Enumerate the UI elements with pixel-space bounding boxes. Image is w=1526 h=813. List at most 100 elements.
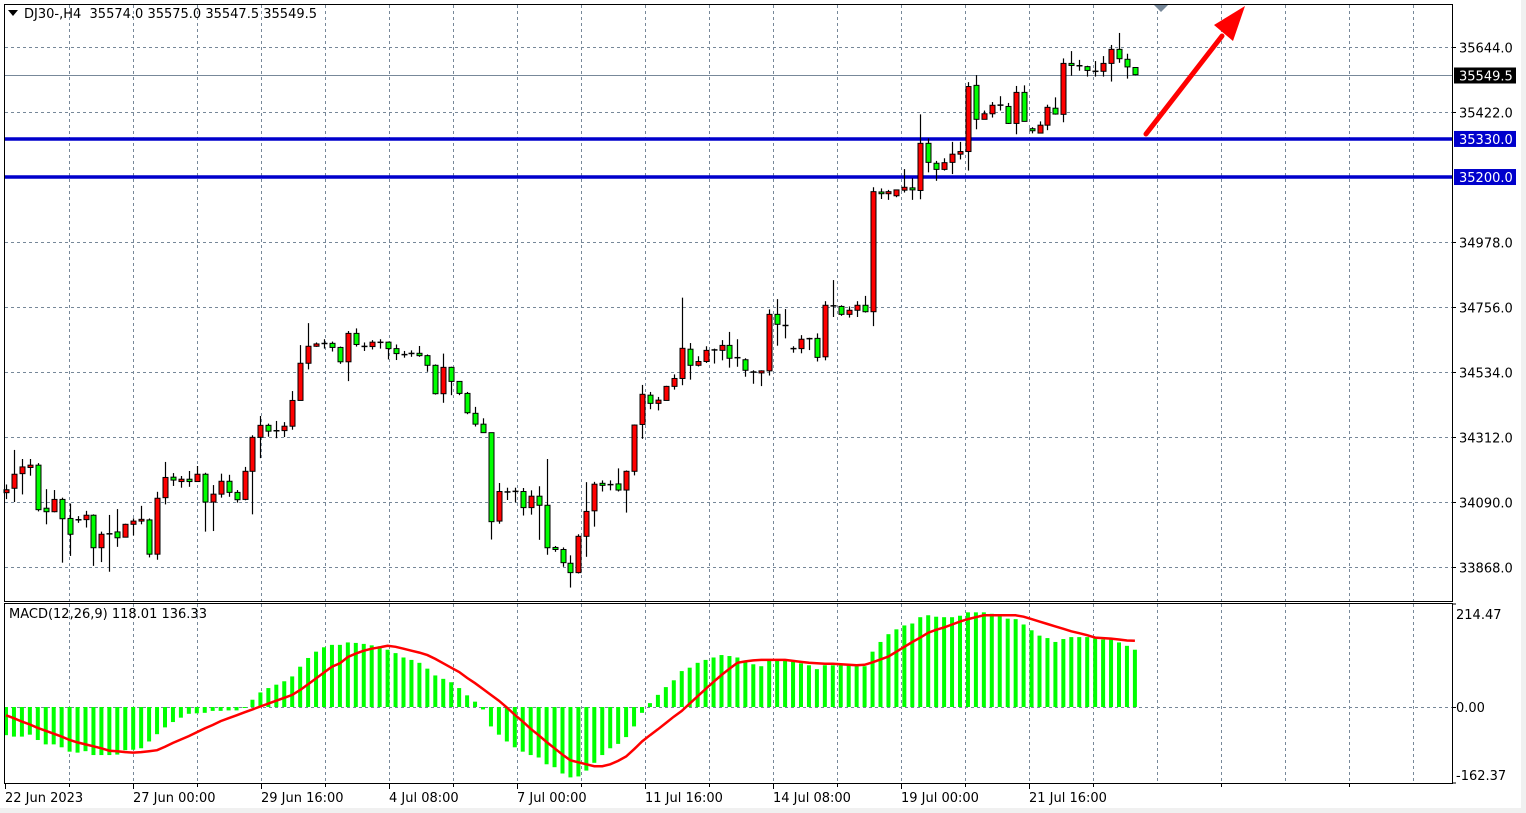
candle (178, 475, 185, 488)
macd-histogram-bar (441, 678, 446, 707)
macd-histogram-bar (862, 666, 867, 707)
candle-body-bearish (385, 341, 392, 350)
macd-histogram-bar (958, 615, 962, 707)
macd-title: MACD(12,26,9) 118.01 136.33 (9, 607, 207, 622)
macd-histogram-bar (512, 707, 517, 748)
time-axis-label: 19 Jul 00:00 (901, 791, 979, 806)
macd-histogram-bar (393, 653, 398, 707)
candle-body-bullish (663, 385, 670, 401)
candle-body-bearish (432, 364, 439, 395)
macd-signal-line (5, 614, 1135, 768)
candle (416, 345, 423, 357)
candle (933, 160, 940, 181)
macd-histogram-bar (496, 707, 501, 735)
macd-histogram-bar (814, 669, 819, 707)
candle-body-bullish (162, 476, 169, 499)
candle-body-bearish (520, 491, 527, 509)
candle-body-bearish (973, 84, 980, 120)
candle (679, 297, 686, 386)
macd-histogram-bar (536, 707, 541, 758)
macd-histogram-bar (799, 663, 803, 707)
candle-body-bullish (1100, 62, 1107, 72)
candle (575, 534, 582, 574)
macd-histogram-bar (488, 707, 493, 727)
candle-body-bullish (19, 466, 26, 475)
macd-histogram-bar (266, 688, 271, 707)
macd-histogram-bar (608, 707, 613, 749)
candle (122, 523, 129, 538)
candle (623, 470, 630, 513)
candle-body-bullish (218, 480, 225, 495)
macd-histogram-bar (329, 644, 334, 707)
candle (726, 331, 733, 368)
candle (719, 340, 726, 361)
candle-body-bullish (822, 304, 829, 358)
time-axis-label: 14 Jul 08:00 (773, 791, 851, 806)
candle (973, 75, 980, 130)
macd-histogram-bar (99, 707, 104, 756)
red-arrow-annotation[interactable] (1143, 6, 1245, 137)
time-axis-label: 29 Jun 16:00 (261, 791, 344, 806)
macd-histogram-bar (337, 644, 342, 707)
macd-histogram-bar (822, 665, 827, 707)
chart-shift-marker-icon[interactable] (1154, 5, 1168, 12)
candle-body-bearish (1029, 128, 1036, 132)
candle-body-bullish (655, 399, 662, 404)
candle (1005, 102, 1012, 125)
candle (655, 396, 662, 411)
candle (552, 545, 559, 552)
candle-body-bullish (758, 370, 765, 374)
candle (432, 364, 439, 395)
candle (186, 471, 193, 487)
candle (1021, 85, 1028, 122)
candle (448, 366, 455, 396)
candle-body-bullish (496, 491, 503, 522)
candle (51, 490, 58, 513)
macd-histogram-bar (401, 657, 406, 707)
macd-histogram-bar (751, 664, 756, 707)
chart-header: DJ30-,H4 35574.0 35575.0 35547.5 35549.5 (8, 7, 317, 22)
candle-body-bearish (186, 478, 193, 483)
macd-histogram-bar (1124, 645, 1129, 707)
candle-body-bullish (1060, 62, 1067, 115)
macd-histogram-bar (910, 623, 915, 707)
axes: 35644.0 35422.0 34978.0 34756.0 34534.0 34312… (5, 42, 1516, 806)
macd-histogram-bar (306, 657, 311, 707)
candle (1076, 59, 1083, 71)
symbol-timeframe: DJ30-,H4 (24, 7, 82, 22)
candle-body-bullish (941, 162, 948, 170)
macd-histogram-bar (59, 707, 64, 748)
candle-body-bullish (583, 510, 590, 537)
candle (774, 299, 781, 346)
macd-histogram-bar (679, 671, 684, 707)
candle (90, 514, 97, 566)
candle-body-bearish (353, 332, 360, 346)
macd-histogram-bar (846, 665, 851, 707)
candle (965, 82, 972, 171)
macd-axis-label: 214.47 (1456, 608, 1502, 623)
candle (1044, 104, 1051, 131)
candle-body-bullish (957, 151, 964, 155)
candle-body-bullish (369, 341, 376, 348)
macd-histogram-bar (568, 707, 573, 778)
candle (822, 301, 829, 361)
candle (1124, 53, 1131, 79)
macd-histogram-bar (1021, 624, 1026, 707)
candle-body-bullish (695, 360, 702, 366)
macd-axis-label: 0.00 (1456, 701, 1485, 716)
candle-body-bearish (337, 346, 344, 363)
candle (313, 342, 320, 347)
candle (520, 487, 527, 516)
dropdown-triangle-icon[interactable] (8, 10, 18, 16)
macd-histogram-bar (767, 659, 772, 707)
candle-body-bullish (854, 304, 861, 311)
candle-body-bearish (726, 344, 733, 359)
candle (1084, 65, 1091, 77)
candle (870, 187, 877, 327)
macd-histogram-bar (624, 707, 629, 738)
candle-body-bullish (51, 498, 58, 513)
macd-histogram-bar (806, 665, 811, 707)
macd-histogram-bar (226, 707, 231, 711)
horizontal-levels[interactable] (5, 137, 1452, 179)
